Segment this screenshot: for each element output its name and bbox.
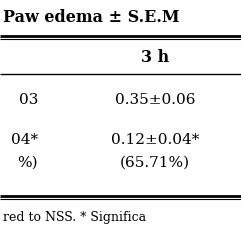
Text: 0.12±0.04*: 0.12±0.04*	[111, 133, 199, 147]
Text: 0.35±0.06: 0.35±0.06	[115, 93, 195, 107]
Text: 04*: 04*	[11, 133, 38, 147]
Text: 3 h: 3 h	[141, 49, 169, 67]
Text: 03: 03	[19, 93, 38, 107]
Text: (65.71%): (65.71%)	[120, 156, 190, 170]
Text: red to NSS. * Significa: red to NSS. * Significa	[3, 212, 146, 225]
Text: %): %)	[17, 156, 38, 170]
Text: Paw edema ± S.E.M: Paw edema ± S.E.M	[3, 9, 180, 27]
